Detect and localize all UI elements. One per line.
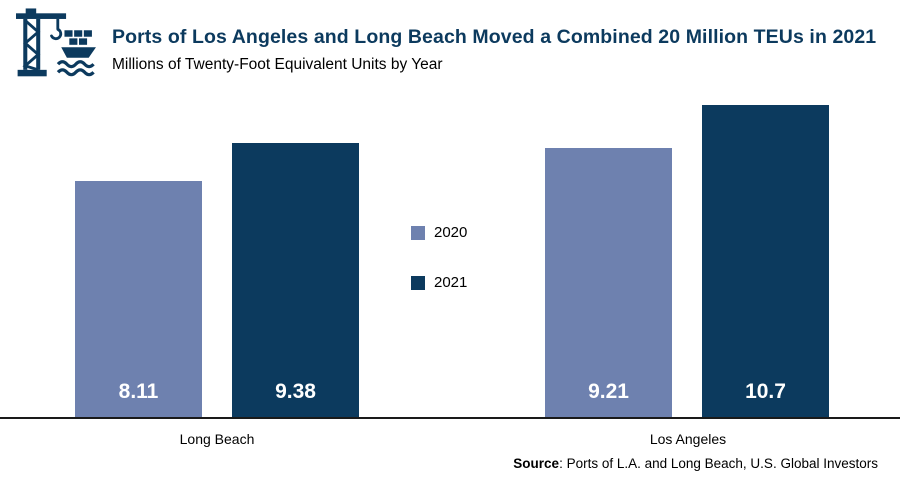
legend-item-2021: 2021 [411,274,467,291]
title-block: Ports of Los Angeles and Long Beach Move… [112,6,876,74]
legend-swatch-2021 [411,275,425,290]
bar-group-long-beach: 8.11 9.38 [75,143,359,417]
bar-2021-los-angeles: 10.7 [702,105,829,417]
legend-label-2020: 2020 [434,224,468,241]
bar-2020-long-beach: 8.11 [75,181,202,417]
source-text: : Ports of L.A. and Long Beach, U.S. Glo… [559,456,878,471]
axis-label-los-angeles: Los Angeles [649,431,727,447]
port-crane-ship-icon [16,6,100,82]
chart-legend: 2020 2021 [411,224,467,291]
bar-value-label-2021-los-angeles: 10.7 [745,380,786,403]
bar-2020-los-angeles: 9.21 [545,148,672,417]
source-note: Source: Ports of L.A. and Long Beach, U.… [513,456,878,471]
chart-subtitle: Millions of Twenty-Foot Equivalent Units… [112,56,443,73]
legend-label-2021: 2021 [434,274,468,291]
bar-value-label-2020-long-beach: 8.11 [118,380,159,403]
bar-value-label-2021-long-beach: 9.38 [275,380,316,403]
bar-2021-long-beach: 9.38 [232,143,359,417]
axis-label-long-beach: Long Beach [179,431,255,447]
source-label: Source [513,456,560,471]
legend-item-2020: 2020 [411,224,467,241]
x-axis-line [0,417,900,419]
chart-header: Ports of Los Angeles and Long Beach Move… [16,6,876,82]
bar-group-los-angeles: 9.21 10.7 [545,105,829,417]
chart-title: Ports of Los Angeles and Long Beach Move… [112,26,877,48]
bar-value-label-2020-los-angeles: 9.21 [588,380,629,403]
legend-swatch-2020 [411,225,425,240]
